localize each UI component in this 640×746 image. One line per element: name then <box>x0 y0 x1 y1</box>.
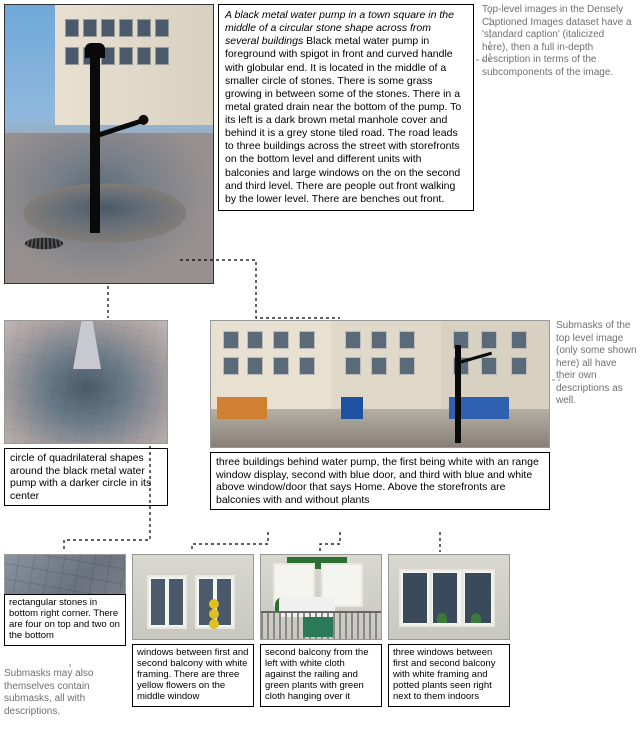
main-caption-body: Black metal water pump in foreground wit… <box>225 35 461 205</box>
side-note-bottom: Submasks may also themselves contain sub… <box>4 668 126 718</box>
subsub-balcony-image <box>260 554 382 640</box>
main-image <box>4 4 214 284</box>
submask-buildings-image <box>210 320 550 448</box>
side-note-mid: Submasks of the top level image (only so… <box>556 320 638 408</box>
side-note-top: Top-level images in the Densely Captione… <box>482 4 632 79</box>
subsub-windows1-image <box>132 554 254 640</box>
subsub-balcony-caption: second balcony from the left with white … <box>260 644 382 707</box>
main-caption: A black metal water pump in a town squar… <box>218 4 474 211</box>
subsub-windows2-caption: three windows between first and second b… <box>388 644 510 707</box>
subsub-stones-caption: rectangular stones in bottom right corne… <box>4 594 126 646</box>
subsub-windows2-image <box>388 554 510 640</box>
submask-buildings-caption: three buildings behind water pump, the f… <box>210 452 550 510</box>
submask-circle-image <box>4 320 168 444</box>
subsub-windows1-caption: windows between first and second balcony… <box>132 644 254 707</box>
submask-circle-caption: circle of quadrilateral shapes around th… <box>4 448 168 506</box>
